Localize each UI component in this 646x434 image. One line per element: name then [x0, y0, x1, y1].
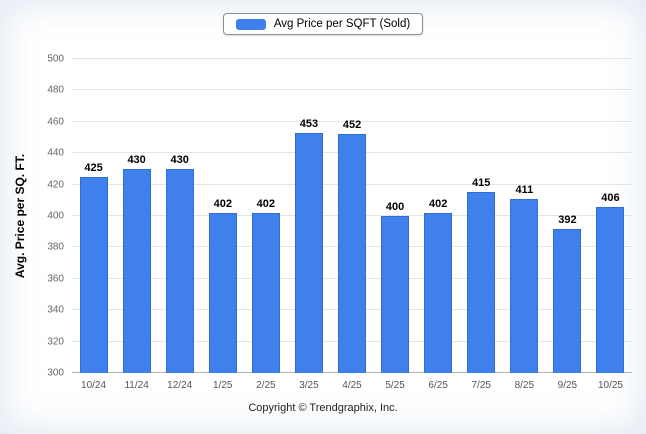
y-tick-label: 300 — [47, 367, 64, 379]
bar-slot: 425 — [72, 59, 115, 373]
bar-slot: 453 — [287, 59, 330, 373]
bar-slot: 452 — [330, 59, 373, 373]
bar-slot: 402 — [417, 59, 460, 373]
y-tick-label: 500 — [47, 53, 64, 65]
x-tick-label: 9/25 — [557, 380, 578, 391]
bar-value-label: 430 — [127, 153, 146, 166]
bar-value-label: 452 — [342, 119, 362, 132]
bar-value-label: 430 — [170, 153, 189, 166]
gridline — [72, 89, 632, 91]
gridline — [72, 58, 632, 59]
bar-11/24 — [122, 168, 151, 373]
y-axis-tick-labels: 300 320 340 360 380 400 420 440 460 480 500 — [34, 54, 72, 379]
bar-5/25 — [381, 216, 410, 373]
bar-1/25 — [208, 212, 237, 373]
bar-slot: 415 — [460, 59, 503, 373]
bar-slot: 392 — [546, 59, 589, 373]
bar-value-label: 402 — [256, 197, 276, 210]
x-tick-label: 4/25 — [342, 380, 362, 391]
x-tick-label: 10/24 — [81, 380, 107, 391]
copyright-text: Copyright © Trendgraphix, Inc. — [248, 402, 398, 414]
bar-10/24 — [79, 176, 108, 373]
x-tick-label: 10/25 — [597, 380, 623, 391]
bar-slot: 400 — [374, 59, 417, 373]
plot-column: 425 430 430 402 402 453 452 400 402 415 411 392 406 … — [72, 58, 632, 395]
bar-value-label: 400 — [385, 201, 405, 213]
x-tick-label: 12/24 — [167, 380, 193, 391]
chart-area: Avg. Price per SQ. FT. 300 320 340 360 380 40… — [0, 54, 646, 395]
legend-row: Avg Price per SQFT (Sold) — [0, 0, 646, 35]
x-tick-label: 7/25 — [471, 380, 491, 391]
bar-slot: 402 — [244, 59, 287, 373]
bar-slot: 411 — [503, 59, 546, 373]
plot-area: 425 430 430 402 402 453 452 400 402 415 411 392 406 — [72, 58, 632, 373]
bar-slot: 402 — [201, 59, 244, 373]
x-tick-label: 5/25 — [385, 380, 405, 391]
bar-value-label: 411 — [515, 183, 534, 196]
bar-9/25 — [553, 228, 582, 373]
legend-swatch-icon — [235, 18, 266, 30]
y-tick-label: 400 — [47, 210, 64, 222]
y-tick-label: 320 — [47, 336, 64, 348]
bar-value-label: 406 — [601, 191, 620, 204]
x-tick-label: 3/25 — [299, 380, 319, 391]
bar-slot: 430 — [115, 59, 158, 373]
bar-value-label: 453 — [299, 117, 319, 130]
bar-4/25 — [338, 134, 366, 373]
y-tick-label: 380 — [47, 241, 64, 253]
x-tick-label: 8/25 — [514, 380, 535, 391]
bar-value-label: 392 — [558, 213, 577, 226]
bar-10/25 — [596, 206, 625, 373]
bar-value-label: 415 — [472, 177, 491, 190]
x-tick-label: 6/25 — [428, 380, 448, 391]
y-tick-label: 440 — [47, 147, 64, 159]
bar-3/25 — [294, 132, 323, 373]
bar-7/25 — [467, 192, 496, 373]
y-tick-label: 420 — [47, 179, 64, 191]
bars-container: 425 430 430 402 402 453 452 400 402 415 411 392 406 — [72, 59, 632, 373]
bar-value-label: 425 — [84, 161, 103, 174]
bar-8/25 — [510, 198, 539, 373]
bar-value-label: 402 — [428, 197, 448, 210]
bar-2/25 — [251, 212, 280, 373]
bar-6/25 — [424, 212, 453, 373]
legend-label: Avg Price per SQFT (Sold) — [273, 18, 411, 30]
y-axis-title-column: Avg. Price per SQ. FT. — [6, 59, 34, 373]
y-tick-label: 480 — [47, 84, 64, 96]
y-tick-label: 360 — [47, 273, 64, 285]
bar-12/24 — [165, 168, 194, 373]
y-tick-label: 340 — [47, 304, 64, 316]
x-tick-label: 11/24 — [124, 380, 149, 391]
y-axis-title: Avg. Price per SQ. FT. — [13, 153, 27, 279]
x-axis-tick-labels: 10/24 11/24 12/24 1/25 2/25 3/25 4/25 5/25 6/25 7… — [72, 373, 632, 395]
y-tick-label: 460 — [47, 116, 64, 128]
x-tick-label: 1/25 — [213, 380, 233, 391]
bar-slot: 430 — [158, 59, 201, 373]
bar-slot: 406 — [589, 59, 632, 373]
x-tick-label: 2/25 — [256, 380, 276, 391]
legend: Avg Price per SQFT (Sold) — [222, 13, 424, 35]
bar-value-label: 402 — [213, 197, 232, 210]
gridline — [72, 120, 632, 122]
